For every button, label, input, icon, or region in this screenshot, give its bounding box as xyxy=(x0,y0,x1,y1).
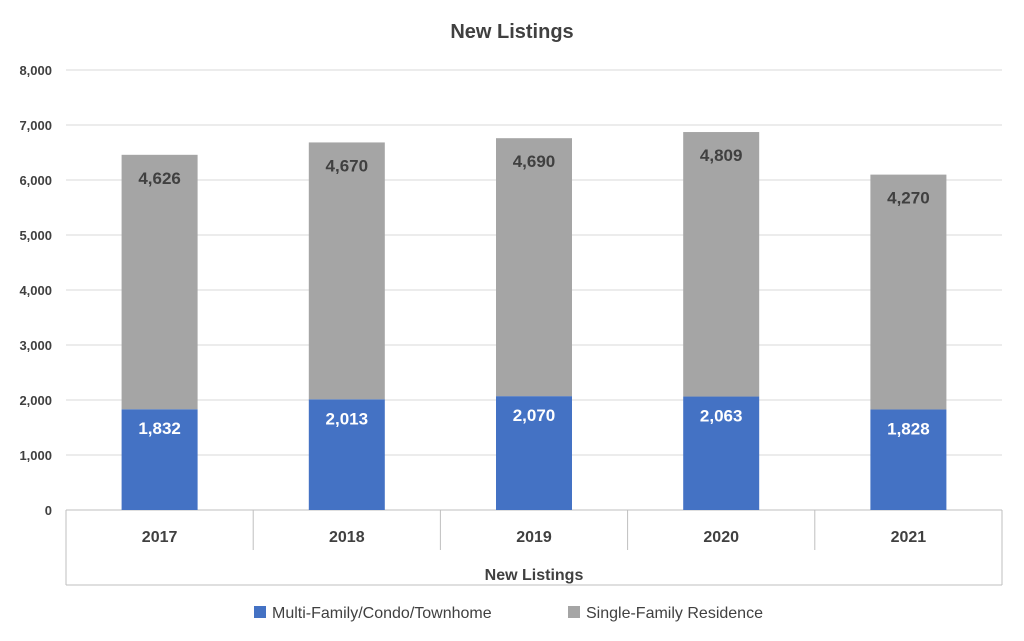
bar-segment xyxy=(870,409,947,510)
data-label: 2,063 xyxy=(700,407,743,426)
x-tick-label: 2020 xyxy=(703,529,739,546)
legend-swatch xyxy=(254,606,266,618)
legend-label: Single-Family Residence xyxy=(586,605,763,622)
bar-segment xyxy=(308,399,385,510)
x-tick-label: 2021 xyxy=(891,529,927,546)
y-tick-label: 3,000 xyxy=(19,338,52,353)
bar-segment xyxy=(121,154,198,410)
y-tick-label: 1,000 xyxy=(19,448,52,463)
data-label: 1,832 xyxy=(138,419,181,438)
data-label: 4,809 xyxy=(700,146,743,165)
x-tick-label: 2019 xyxy=(516,529,552,546)
legend-label: Multi-Family/Condo/Townhome xyxy=(272,605,492,622)
bar-segment xyxy=(308,142,385,400)
data-label: 2,070 xyxy=(513,406,556,425)
y-tick-label: 0 xyxy=(45,503,52,518)
data-labels: 1,832 4,626 2,013 4,670 2,070 4,690 2,063 4,809… xyxy=(138,146,929,438)
chart-title: New Listings xyxy=(450,21,573,43)
bar-segment xyxy=(496,396,572,510)
y-tick-label: 2,000 xyxy=(19,393,52,408)
data-label: 4,670 xyxy=(326,156,369,175)
x-tick-label: 2018 xyxy=(329,529,365,546)
bar-segment xyxy=(870,174,947,410)
y-tick-label: 7,000 xyxy=(19,118,52,133)
y-axis-ticks: 0 1,000 2,000 3,000 4,000 5,000 6,000 7,000 8,00… xyxy=(19,63,52,518)
bar-segment xyxy=(683,132,760,397)
data-label: 1,828 xyxy=(887,419,930,438)
data-label: 4,270 xyxy=(887,189,930,208)
x-axis-title: New Listings xyxy=(485,567,584,584)
y-tick-label: 5,000 xyxy=(19,228,52,243)
bar-segment xyxy=(683,396,760,510)
data-label: 4,626 xyxy=(138,169,181,188)
y-tick-label: 6,000 xyxy=(19,173,52,188)
bars xyxy=(121,132,947,510)
bar-segment xyxy=(121,409,198,510)
legend-swatch xyxy=(568,606,580,618)
legend: Multi-Family/Condo/Townhome Single-Family… xyxy=(254,605,763,622)
data-label: 4,690 xyxy=(513,152,556,171)
bar-segment xyxy=(496,138,572,397)
y-tick-label: 8,000 xyxy=(19,63,52,78)
x-axis-ticks: 2017 2018 2019 2020 2021 xyxy=(142,529,926,546)
x-tick-label: 2017 xyxy=(142,529,178,546)
data-label: 2,013 xyxy=(326,409,369,428)
y-tick-label: 4,000 xyxy=(19,283,52,298)
